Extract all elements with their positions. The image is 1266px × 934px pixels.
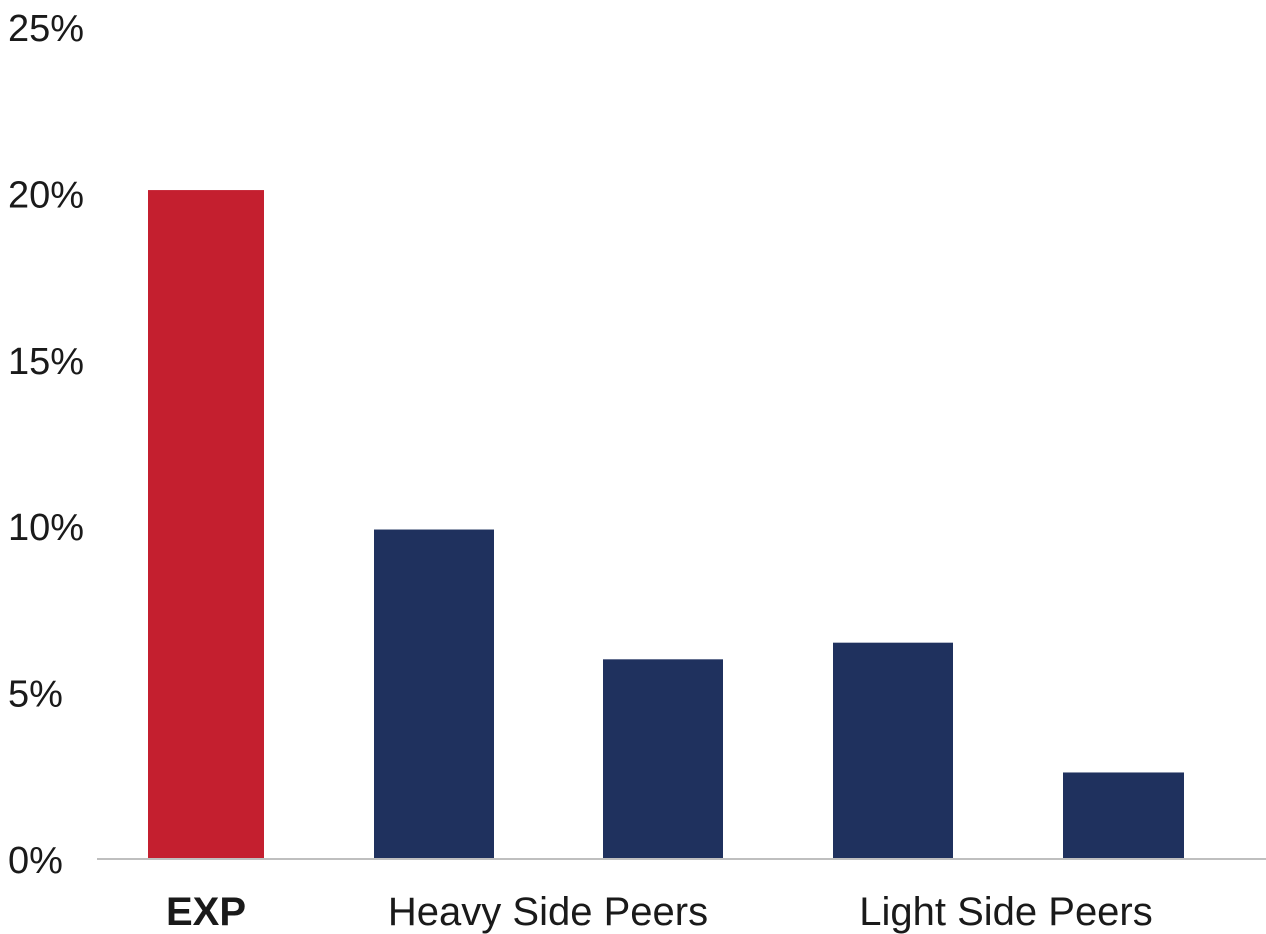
y-tick-label: 0% — [8, 840, 63, 882]
bar-light-side-peers-4 — [1063, 772, 1184, 859]
bar-exp-0 — [148, 190, 264, 859]
y-tick-label: 5% — [8, 674, 63, 716]
category-label-light-side-peers: Light Side Peers — [859, 890, 1153, 934]
x-axis-categories: EXP Heavy Side Peers Light Side Peers — [166, 890, 1153, 934]
category-label-heavy-side-peers: Heavy Side Peers — [388, 890, 708, 934]
y-tick-label: 15% — [8, 341, 84, 383]
y-tick-label: 20% — [8, 174, 84, 216]
y-axis-ticks: 0% 5% 10% 15% 20% 25% — [8, 8, 84, 882]
bar-heavy-side-peers-1 — [374, 529, 494, 859]
category-label-exp: EXP — [166, 890, 246, 934]
y-tick-label: 10% — [8, 507, 84, 549]
bar-heavy-side-peers-2 — [603, 659, 723, 859]
bar-light-side-peers-3 — [833, 642, 953, 859]
y-tick-label: 25% — [8, 8, 84, 50]
bars — [148, 190, 1184, 859]
